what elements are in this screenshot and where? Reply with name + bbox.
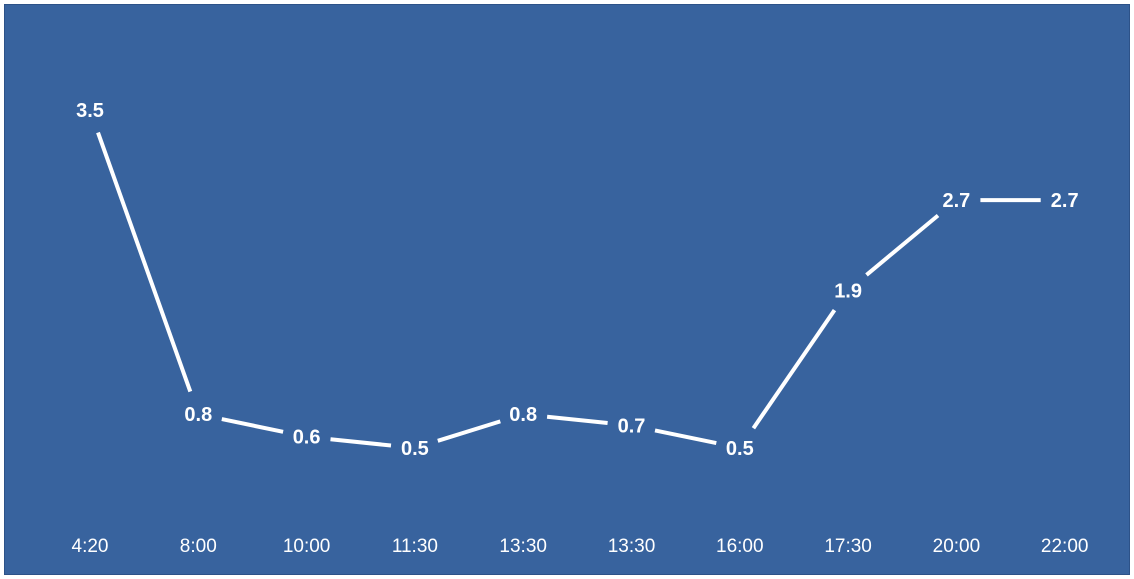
line-segment-5 — [546, 414, 608, 425]
data-label: 0.8 — [184, 404, 212, 426]
x-tick-label: 8:00 — [180, 536, 217, 557]
x-axis-tick-labels: 4:20 8:00 10:00 11:30 13:30 13:30 16:00 17:30 20… — [72, 536, 1089, 557]
chart-background — [4, 4, 1130, 575]
x-tick-label: 11:30 — [392, 536, 438, 557]
line-segment-8 — [865, 213, 940, 277]
data-label: 2.7 — [942, 190, 970, 212]
data-label: 3.5 — [76, 100, 104, 122]
data-label: 0.6 — [293, 427, 321, 449]
data-label: 0.8 — [509, 404, 537, 426]
data-label: 0.7 — [618, 416, 646, 438]
line-segment-7 — [751, 308, 837, 430]
x-tick-label: 4:20 — [72, 536, 109, 557]
line-segment-6 — [654, 428, 717, 446]
data-label: 2.7 — [1051, 190, 1079, 212]
data-labels: 3.5 0.8 0.6 0.5 0.8 0.7 0.5 1.9 2.7 2.7 — [76, 100, 1079, 460]
x-tick-label: 17:30 — [824, 536, 872, 557]
line-segment-2 — [221, 417, 284, 434]
data-label: 0.5 — [401, 438, 429, 460]
x-tick-label: 20:00 — [933, 536, 981, 557]
x-tick-label: 13:30 — [499, 536, 547, 557]
line-segment-1 — [96, 131, 193, 393]
x-tick-label: 16:00 — [716, 536, 764, 557]
series-line — [96, 131, 1041, 448]
x-tick-label: 22:00 — [1041, 536, 1089, 557]
line-segment-3 — [330, 437, 392, 448]
line-segment-4 — [437, 419, 501, 443]
x-tick-label: 10:00 — [283, 536, 331, 557]
data-label: 0.5 — [726, 438, 754, 460]
x-tick-label: 13:30 — [608, 536, 656, 557]
data-label: 1.9 — [834, 280, 862, 302]
